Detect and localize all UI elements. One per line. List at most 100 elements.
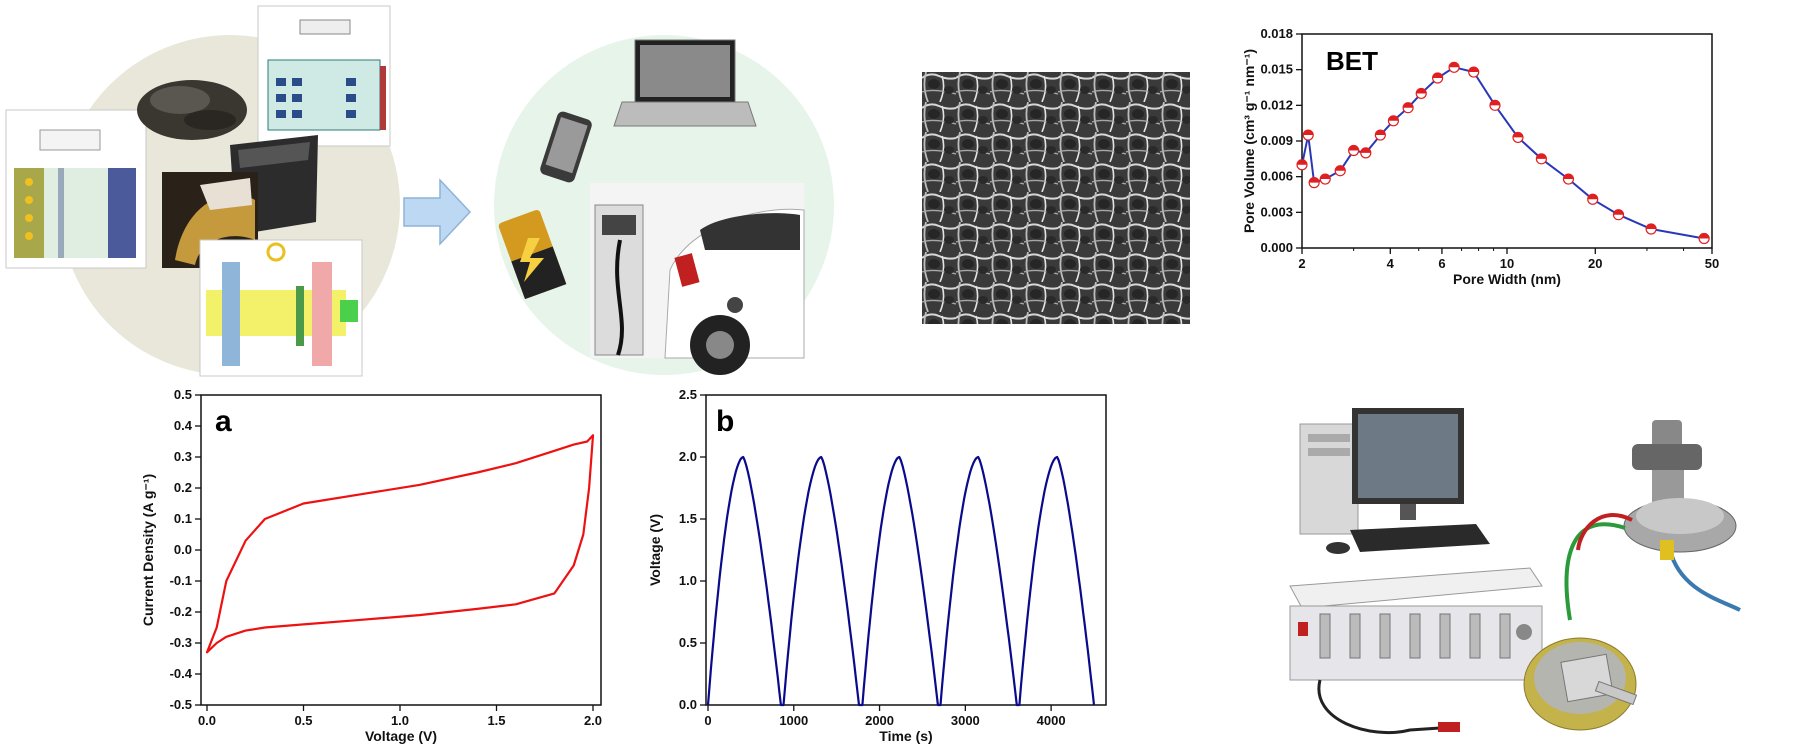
x-tick-label: 1000: [779, 713, 808, 728]
battery-collage: [5, 5, 834, 377]
bet-data-point: [1535, 153, 1547, 165]
y-tick-label: 0.5: [679, 635, 697, 650]
y-axis-label: Pore Volume (cm³ g⁻¹ nm⁻¹): [1241, 49, 1257, 233]
chart-title: BET: [1326, 46, 1378, 76]
x-tick-label: 20: [1588, 256, 1602, 271]
bet-marker-fill: [1416, 88, 1427, 94]
laptop-icon: [613, 39, 757, 127]
y-tick-label: 1.0: [679, 573, 697, 588]
coin-cell-icon: [1523, 637, 1638, 731]
x-axis-label: Pore Width (nm): [1453, 271, 1561, 287]
supercapacitor-schematic: [5, 109, 147, 269]
bet-data-point: [1512, 131, 1524, 144]
bet-data-point: [1387, 115, 1400, 127]
test-equipment: [1289, 408, 1741, 735]
sem-image: [922, 72, 1190, 324]
y-axis-label: Current Density (A g⁻¹): [140, 474, 156, 626]
plot-frame: [200, 394, 602, 706]
x-tick-label: 1.5: [487, 713, 505, 728]
bet-marker-fill: [1320, 174, 1331, 180]
x-tick-label: 0.5: [294, 713, 312, 728]
li-ion-schematic: [199, 239, 363, 377]
y-tick-label: 0.018: [1260, 26, 1293, 41]
bet-marker-fill: [1335, 165, 1346, 171]
x-tick-label: 1.0: [391, 713, 409, 728]
bet-data-point: [1374, 129, 1386, 141]
bet-data-point: [1302, 129, 1314, 141]
bet-marker-fill: [1489, 100, 1500, 106]
bet-data-point: [1334, 165, 1346, 177]
bet-marker-fill: [1536, 153, 1547, 159]
x-tick-label: 0: [704, 713, 711, 728]
bet-marker-fill: [1348, 145, 1359, 151]
x-tick-label: 50: [1705, 256, 1719, 271]
battery-icon: [498, 210, 567, 300]
panel-label-b: b: [716, 405, 734, 438]
battery-tester-icon: [1289, 567, 1543, 735]
bet-data-point: [1645, 223, 1657, 235]
x-tick-label: 2000: [865, 713, 894, 728]
x-tick-label: 4: [1387, 256, 1395, 271]
bet-pore-chart: 0.000 0.003 0.006 0.009 0.012 0.015 0.018 2 4 6 10…: [1241, 26, 1719, 287]
bet-marker-fill: [1297, 159, 1307, 165]
bet-marker-fill: [1613, 209, 1624, 215]
flow-arrow-icon: [403, 178, 472, 246]
bet-data-point: [1308, 177, 1320, 189]
bet-marker-fill: [1388, 115, 1399, 121]
bet-marker-fill: [1309, 177, 1320, 183]
carbon-powder: [137, 80, 247, 140]
plot-frame: [705, 394, 1107, 706]
bet-data-point: [1468, 66, 1480, 78]
panel-label-a: a: [215, 405, 232, 438]
x-tick-label: 2: [1298, 256, 1305, 271]
bet-data-point: [1698, 232, 1710, 245]
y-tick-label: 0.0: [679, 697, 697, 712]
y-tick-label: 0.015: [1260, 62, 1293, 77]
bet-marker-fill: [1587, 194, 1598, 200]
y-tick-label: 0.009: [1260, 133, 1293, 148]
y-tick-label: -0.3: [170, 635, 192, 650]
bet-marker-fill: [1375, 130, 1386, 136]
x-tick-label: 0.0: [198, 713, 216, 728]
y-axis-label: Voltage (V): [647, 514, 663, 586]
bet-data-point: [1612, 209, 1625, 221]
phone-icon: [540, 111, 592, 183]
computer-icon: [1299, 408, 1490, 554]
x-tick-label: 4000: [1037, 713, 1066, 728]
y-tick-label: 0.000: [1260, 240, 1293, 255]
gcd-chart: 0.0 0.5 1.0 1.5 2.0 2.5 0 1000 2000 3000 4000 b Time…: [647, 387, 1107, 744]
y-tick-label: 0.4: [174, 418, 193, 433]
y-tick-label: 0.3: [174, 449, 192, 464]
y-tick-label: 2.0: [679, 449, 697, 464]
bet-marker-fill: [1699, 233, 1710, 239]
y-tick-label: 1.5: [679, 511, 697, 526]
bet-data-point: [1319, 173, 1331, 185]
battery-schematic: [257, 5, 391, 147]
y-tick-label: 2.5: [679, 387, 697, 402]
y-tick-label: -0.4: [170, 666, 193, 681]
bet-marker-fill: [1360, 147, 1371, 153]
y-tick-label: -0.1: [170, 573, 192, 588]
bet-marker-fill: [1468, 67, 1479, 73]
bet-marker-fill: [1449, 62, 1460, 68]
y-tick-label: 0.012: [1260, 97, 1293, 112]
bet-marker-fill: [1403, 102, 1414, 108]
y-tick-label: 0.003: [1260, 204, 1293, 219]
y-tick-label: -0.2: [170, 604, 192, 619]
bet-data-point: [1432, 72, 1444, 84]
x-axis-label: Time (s): [879, 728, 932, 744]
cv-chart: -0.5 -0.4 -0.3 -0.2 -0.1 0.0 0.1 0.2 0.3 0.4 0.5 0.…: [140, 387, 602, 744]
bet-data-point: [1415, 87, 1427, 100]
ev-charger-car-photo: [590, 183, 805, 375]
bet-data-point: [1562, 173, 1575, 185]
bet-marker-fill: [1303, 130, 1314, 136]
y-tick-label: 0.2: [174, 480, 192, 495]
bet-marker-fill: [1563, 174, 1574, 180]
y-tick-label: -0.5: [170, 697, 192, 712]
bet-data-point: [1587, 193, 1599, 205]
x-tick-label: 2.0: [584, 713, 602, 728]
bet-data-point: [1348, 144, 1360, 157]
x-tick-label: 3000: [951, 713, 980, 728]
y-tick-label: 0.5: [174, 387, 192, 402]
bet-marker-fill: [1512, 132, 1523, 138]
